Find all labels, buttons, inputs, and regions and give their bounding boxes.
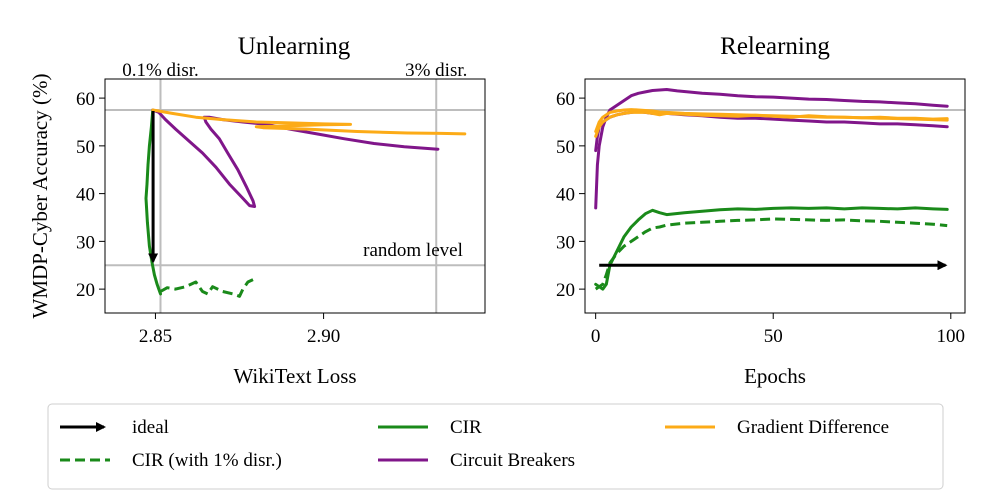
x-tick-label: 2.85 [139, 326, 172, 347]
legend-label: CIR (with 1% disr.) [132, 450, 282, 471]
legend-label: Gradient Difference [737, 417, 889, 438]
legend-label: Circuit Breakers [450, 450, 575, 471]
legend-entry: ideal [60, 417, 169, 438]
legend-label: ideal [132, 417, 169, 438]
series-line-cir-with-1-disr [594, 217, 948, 291]
series-line-circuit-breakers [594, 88, 949, 210]
y-tick-label: 30 [76, 232, 95, 253]
series-line-gradient-difference [594, 108, 949, 133]
y-tick-label: 50 [556, 137, 575, 158]
legend-entry: Gradient Difference [665, 417, 889, 438]
legend: ideal CIR (with 1% disr.) CIR Circuit Break… [47, 403, 944, 490]
relearning-panel: Relearning 0 50 100 20 30 40 50 60 Epochs [556, 33, 966, 388]
series-line-circuit-breakers [151, 108, 440, 208]
y-tick-label: 40 [76, 185, 95, 206]
legend-label: CIR [450, 417, 482, 438]
x-tick-label: 2.90 [307, 326, 340, 347]
x-tick-label: 0 [591, 326, 601, 347]
relearning-plot-frame [584, 78, 966, 314]
y-tick-label: 20 [556, 280, 575, 301]
y-tick-label: 60 [556, 89, 575, 110]
y-axis-label: WMDP-Cyber Accuracy (%) [28, 74, 52, 319]
y-tick-label: 60 [76, 89, 95, 110]
unlearning-title: Unlearning [238, 33, 351, 60]
legend-box [47, 403, 944, 490]
series-line-gradient-difference [151, 108, 467, 136]
series-line-cir [594, 206, 949, 291]
relearning-xlabel: Epochs [744, 364, 806, 388]
random-level-label: random level [363, 240, 463, 261]
legend-entry: Circuit Breakers [378, 450, 575, 471]
relearning-title: Relearning [720, 33, 830, 60]
unlearning-xlabel: WikiText Loss [233, 364, 356, 388]
series-line-cir [144, 108, 162, 296]
x-tick-label: 100 [937, 326, 966, 347]
legend-entry: CIR (with 1% disr.) [60, 450, 282, 471]
y-tick-label: 20 [76, 280, 95, 301]
y-tick-label: 40 [556, 185, 575, 206]
unlearning-plot-frame [104, 78, 486, 314]
x-tick-label: 50 [764, 326, 783, 347]
disruption-label: 3% disr. [405, 60, 467, 81]
y-tick-label: 30 [556, 232, 575, 253]
y-tick-label: 50 [76, 137, 95, 158]
unlearning-panel: Unlearning random level 0.1% disr. 3% disr… [28, 33, 486, 388]
disruption-label: 0.1% disr. [122, 60, 199, 81]
series-line-cir-with-1-disr [159, 278, 254, 298]
legend-entry: CIR [378, 417, 482, 438]
